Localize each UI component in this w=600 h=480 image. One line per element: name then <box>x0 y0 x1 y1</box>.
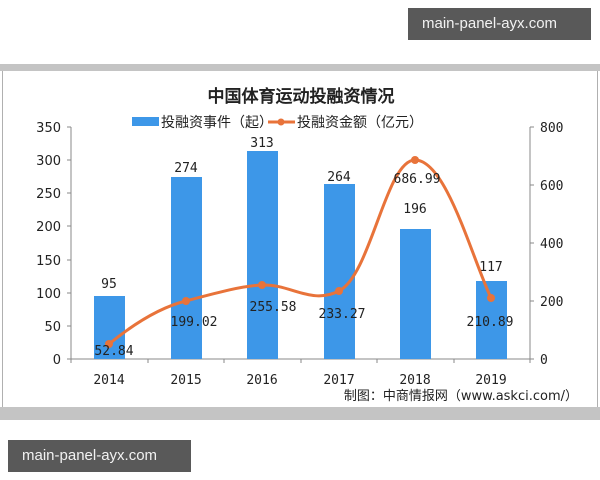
line-series <box>105 156 495 348</box>
line-label-2016: 255.58 <box>250 300 297 315</box>
bar-label-2015: 274 <box>174 161 198 176</box>
right-tick-400: 400 <box>540 237 563 252</box>
left-tick-350: 350 <box>36 121 61 136</box>
bar-value-labels: 95 274 313 264 196 117 <box>101 136 503 292</box>
bar-label-2017: 264 <box>327 170 351 185</box>
line-point-2016 <box>258 281 266 289</box>
bar-2014 <box>94 296 125 359</box>
legend: 投融资事件（起） 投融资金额（亿元） <box>132 115 423 131</box>
right-tick-0: 0 <box>540 353 548 368</box>
left-axis: 0 50 100 150 200 250 300 350 <box>36 121 72 368</box>
left-tick-0: 0 <box>53 353 61 368</box>
x-label-2019: 2019 <box>475 373 506 388</box>
frame-band-top <box>0 64 600 71</box>
legend-line-label: 投融资金额（亿元） <box>297 115 423 131</box>
right-tick-600: 600 <box>540 179 563 194</box>
legend-bar-swatch-icon <box>132 117 159 126</box>
domain-badge-bottom: main-panel-ayx.com <box>8 440 191 472</box>
combo-chart: 中国体育运动投融资情况 投融资事件（起） 投融资金额（亿元） 0 50 100 … <box>36 86 578 404</box>
right-axis: 0 200 400 600 800 <box>529 121 563 368</box>
line-label-2018: 686.99 <box>394 172 441 187</box>
x-label-2015: 2015 <box>170 373 201 388</box>
left-tick-300: 300 <box>36 154 61 169</box>
line-point-2014 <box>105 340 113 348</box>
bar-series <box>94 151 507 359</box>
bar-2015 <box>171 177 202 359</box>
line-value-labels: 52.84 199.02 255.58 233.27 686.99 210.89 <box>94 172 513 359</box>
bar-2019 <box>476 281 507 359</box>
bar-2018 <box>400 229 431 359</box>
amount-line <box>108 158 493 346</box>
bar-2017 <box>324 184 355 359</box>
source-caption: 制图：中商情报网（www.askci.com/） <box>344 389 578 404</box>
left-tick-250: 250 <box>36 187 61 202</box>
bar-label-2019: 117 <box>479 260 502 275</box>
x-label-2016: 2016 <box>246 373 277 388</box>
line-label-2015: 199.02 <box>171 315 218 330</box>
bar-label-2014: 95 <box>101 277 117 292</box>
line-point-2019 <box>487 294 495 302</box>
line-label-2017: 233.27 <box>319 307 366 322</box>
chart-title: 中国体育运动投融资情况 <box>208 86 395 107</box>
frame-band-bottom <box>0 407 600 420</box>
bar-label-2018: 196 <box>403 202 426 217</box>
bar-2016 <box>247 151 278 359</box>
left-tick-100: 100 <box>36 287 61 302</box>
bar-label-2016: 313 <box>250 136 273 151</box>
line-point-2017 <box>335 287 343 295</box>
line-point-2015 <box>182 297 190 305</box>
x-label-2017: 2017 <box>323 373 354 388</box>
left-tick-200: 200 <box>36 220 61 235</box>
line-label-2019: 210.89 <box>467 315 514 330</box>
right-tick-200: 200 <box>540 295 563 310</box>
line-point-2018 <box>411 156 419 164</box>
left-tick-150: 150 <box>36 254 61 269</box>
x-label-2014: 2014 <box>93 373 124 388</box>
legend-line-marker-icon <box>277 118 285 126</box>
left-tick-50: 50 <box>44 320 61 335</box>
x-label-2018: 2018 <box>399 373 430 388</box>
x-axis: 2014 2015 2016 2017 2018 2019 <box>70 358 531 388</box>
line-label-2014: 52.84 <box>94 344 133 359</box>
legend-bar-label: 投融资事件（起） <box>161 115 273 131</box>
right-tick-800: 800 <box>540 121 563 136</box>
chart-container: 中国体育运动投融资情况 投融资事件（起） 投融资金额（亿元） 0 50 100 … <box>2 71 598 407</box>
domain-badge-top: main-panel-ayx.com <box>408 8 591 40</box>
